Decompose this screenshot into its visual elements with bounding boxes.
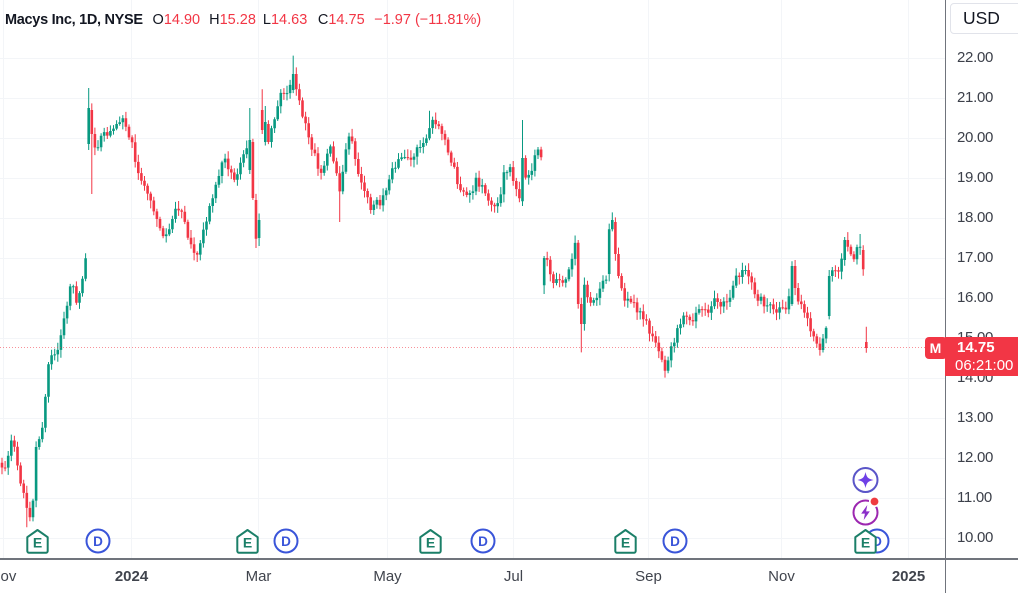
svg-text:D: D (872, 534, 882, 549)
svg-text:E: E (32, 534, 41, 550)
svg-text:E: E (243, 534, 252, 550)
svg-text:D: D (478, 534, 488, 549)
svg-text:E: E (621, 534, 630, 550)
svg-text:D: D (93, 534, 103, 549)
svg-text:E: E (426, 534, 435, 550)
svg-text:E: E (860, 534, 869, 550)
svg-text:D: D (281, 534, 291, 549)
svg-text:D: D (670, 534, 680, 549)
